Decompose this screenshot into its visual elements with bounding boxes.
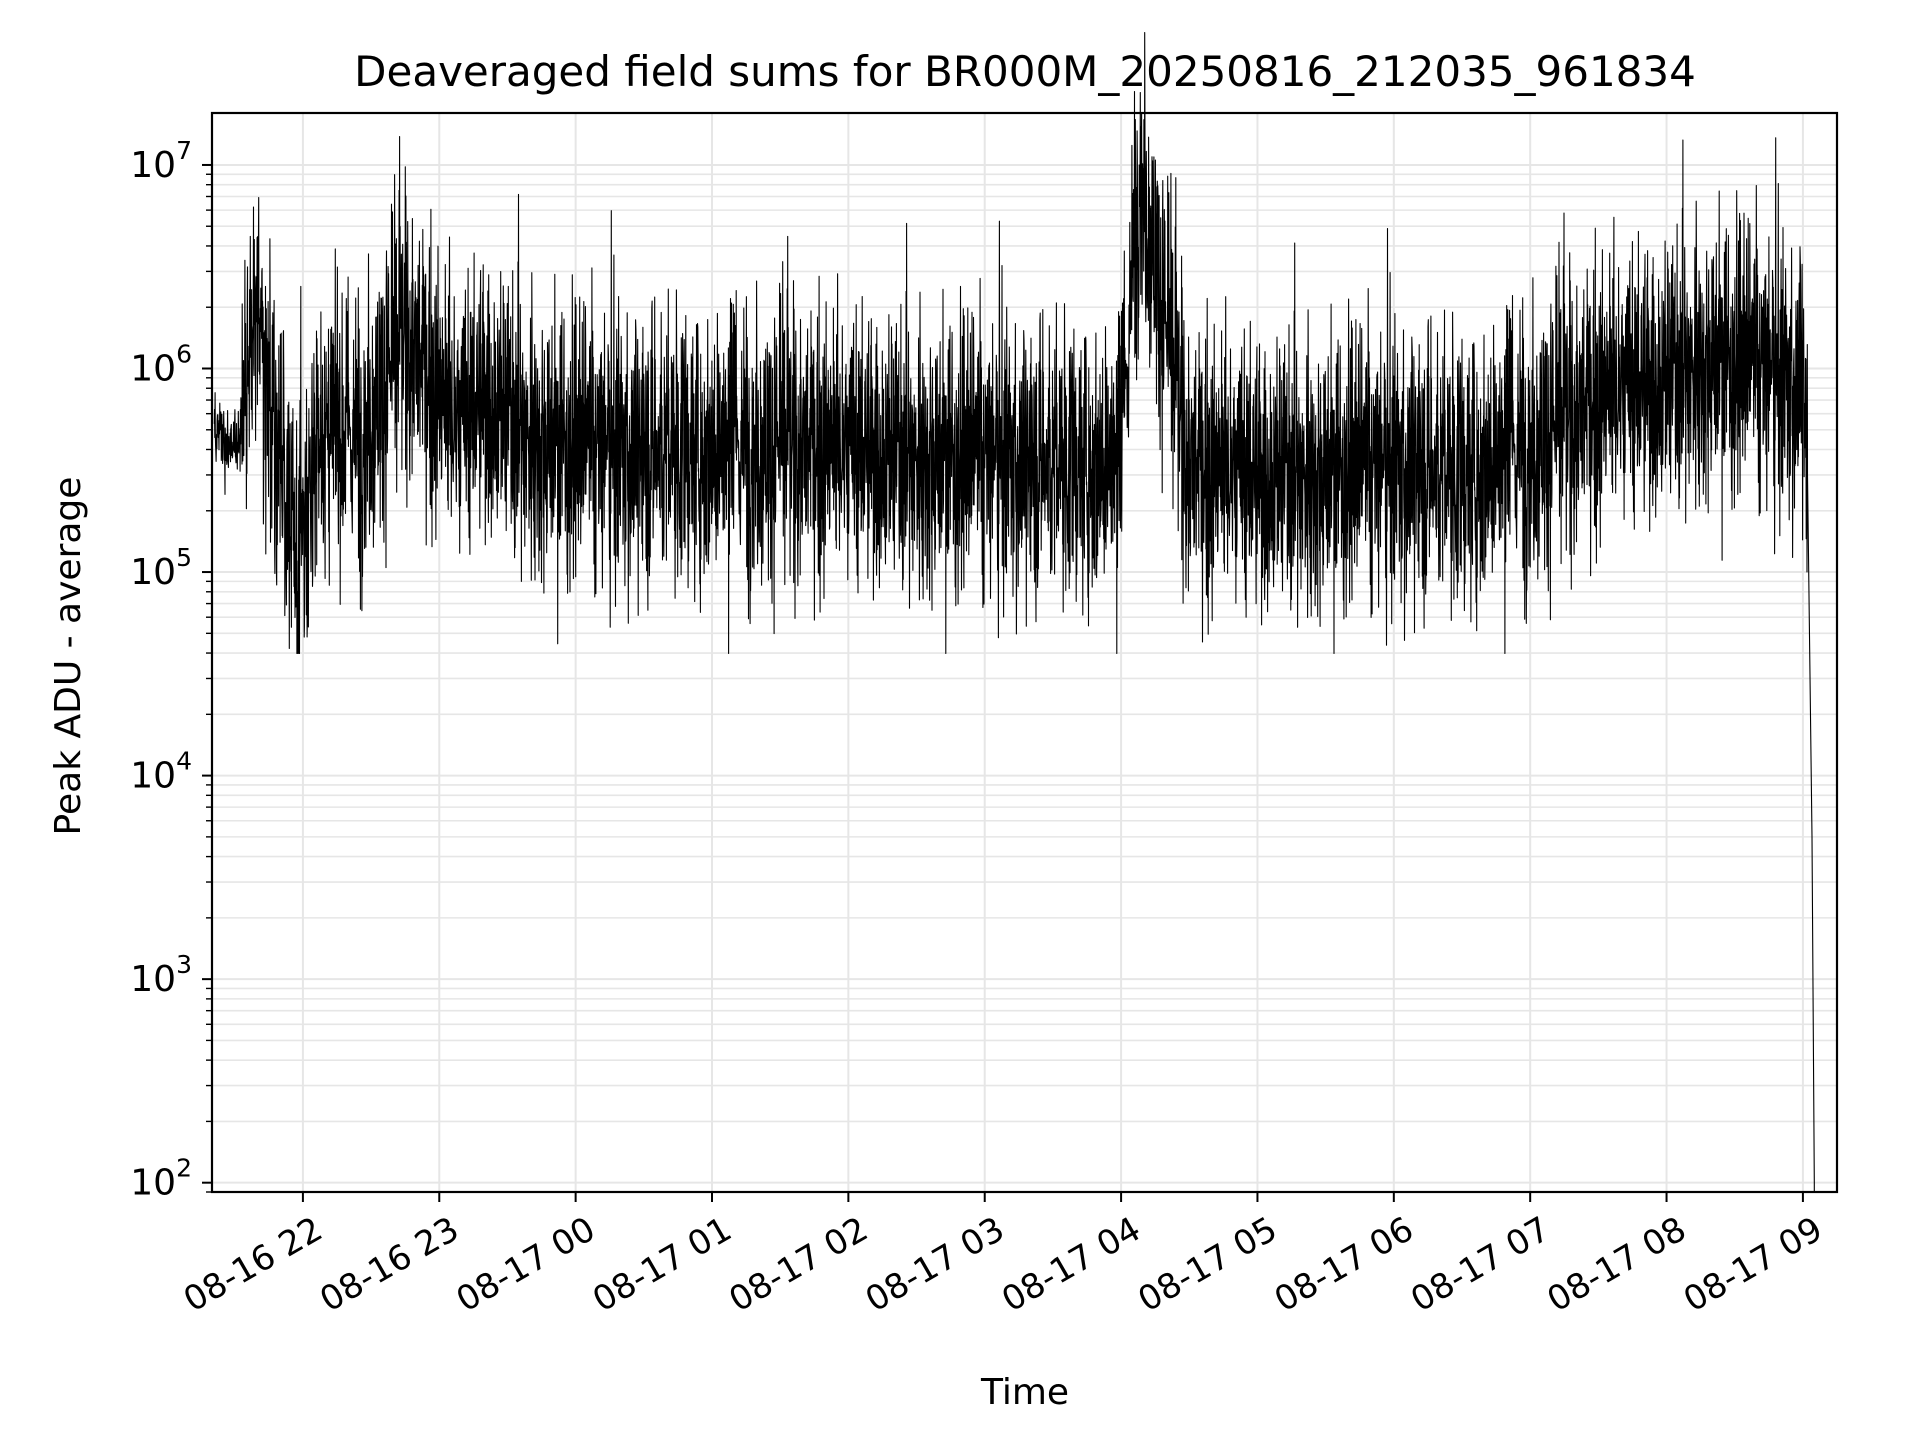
y-tick-label: 105	[130, 543, 192, 593]
y-axis-label: Peak ADU - average	[48, 477, 89, 836]
y-tick-label: 102	[130, 1154, 192, 1204]
y-tick-label: 106	[130, 340, 192, 390]
y-tick-label: 104	[130, 747, 192, 797]
y-axis-ticks: 102 103 104 105 106 107	[130, 136, 212, 1204]
series-line	[213, 32, 1815, 1192]
chart-title: Deaveraged field sums for BR000M_2025081…	[354, 47, 1696, 96]
y-tick-label: 107	[130, 136, 192, 186]
plot-area	[213, 32, 1815, 1192]
y-tick-label: 103	[130, 950, 192, 1000]
x-axis-label: Time	[980, 1372, 1069, 1413]
